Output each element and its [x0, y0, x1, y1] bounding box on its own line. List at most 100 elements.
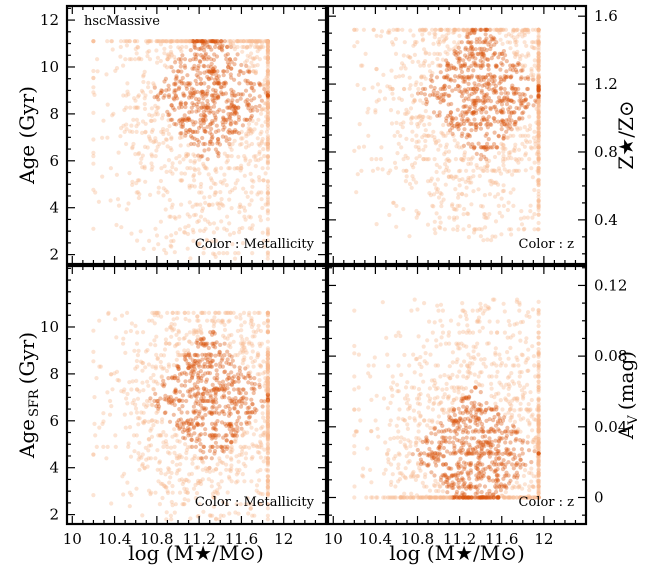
- scatter-point: [361, 144, 367, 149]
- scatter-point: [477, 74, 482, 79]
- scatter-point: [185, 428, 190, 433]
- scatter-point: [229, 87, 234, 92]
- scatter-point: [432, 473, 437, 478]
- scatter-point: [465, 363, 470, 368]
- scatter-point: [130, 379, 135, 384]
- scatter-point: [226, 474, 232, 479]
- scatter-point: [265, 39, 270, 44]
- scatter-point: [198, 59, 203, 64]
- scatter-point: [184, 456, 189, 461]
- scatter-point: [227, 128, 232, 133]
- scatter-point: [167, 39, 172, 44]
- scatter-point: [536, 27, 541, 32]
- scatter-point: [241, 358, 246, 363]
- scatter-point: [265, 407, 270, 412]
- scatter-point: [427, 93, 433, 98]
- scatter-point: [482, 92, 487, 97]
- scatter-point: [164, 485, 169, 490]
- scatter-point: [250, 39, 255, 44]
- scatter-point: [217, 411, 222, 416]
- scatter-point: [515, 127, 520, 132]
- scatter-point: [185, 118, 190, 123]
- scatter-point: [456, 195, 461, 200]
- scatter-point: [178, 39, 183, 44]
- scatter-point: [195, 391, 200, 396]
- scatter-point: [185, 231, 191, 237]
- scatter-point: [166, 52, 171, 57]
- scatter-point: [536, 166, 541, 172]
- scatter-point: [248, 171, 253, 176]
- scatter-point: [265, 141, 270, 147]
- scatter-point: [213, 319, 218, 324]
- scatter-point: [457, 145, 462, 150]
- scatter-point: [422, 418, 427, 423]
- scatter-point: [192, 184, 197, 189]
- scatter-point: [261, 459, 266, 464]
- scatter-point: [512, 148, 517, 154]
- scatter-point: [455, 122, 460, 127]
- scatter-point: [235, 372, 240, 377]
- scatter-point: [466, 133, 471, 138]
- scatter-point: [536, 481, 541, 486]
- scatter-point: [91, 75, 96, 80]
- scatter-point: [202, 70, 207, 75]
- scatter-point: [265, 490, 270, 495]
- scatter-point: [213, 88, 218, 93]
- scatter-point: [452, 49, 457, 54]
- scatter-point: [416, 86, 421, 92]
- scatter-point: [226, 129, 231, 134]
- scatter-point: [472, 101, 477, 106]
- scatter-point: [190, 129, 195, 134]
- scatter-point: [171, 317, 176, 322]
- scatter-point: [173, 82, 178, 87]
- scatter-point: [485, 163, 490, 168]
- scatter-point: [245, 39, 250, 44]
- scatter-point: [508, 124, 513, 129]
- scatter-point: [499, 110, 504, 115]
- scatter-point: [237, 467, 242, 473]
- scatter-point: [485, 141, 490, 146]
- scatter-point: [255, 444, 260, 449]
- scatter-point: [498, 356, 503, 361]
- scatter-point: [475, 495, 480, 500]
- scatter-point: [240, 44, 245, 50]
- scatter-point: [162, 366, 167, 371]
- scatter-point: [490, 78, 495, 84]
- scatter-point: [183, 379, 188, 384]
- scatter-point: [143, 179, 148, 184]
- scatter-point: [228, 456, 234, 461]
- scatter-point: [536, 84, 541, 90]
- scatter-point: [101, 419, 106, 424]
- scatter-point: [265, 155, 270, 160]
- scatter-point: [195, 379, 201, 385]
- scatter-point: [207, 469, 212, 474]
- scatter-point: [487, 454, 492, 459]
- scatter-point: [265, 463, 270, 468]
- scatter-point: [265, 231, 270, 236]
- scatter-point: [265, 356, 270, 361]
- scatter-point: [478, 454, 483, 459]
- scatter-point: [444, 58, 449, 63]
- scatter-point: [137, 151, 142, 156]
- scatter-point: [106, 311, 111, 316]
- scatter-point: [196, 46, 201, 52]
- scatter-point: [492, 104, 498, 109]
- scatter-point: [184, 154, 189, 159]
- scatter-point: [257, 39, 262, 44]
- scatter-point: [229, 106, 234, 111]
- scatter-point: [463, 45, 468, 50]
- scatter-point: [470, 429, 475, 434]
- scatter-point: [219, 47, 224, 52]
- scatter-point: [161, 378, 166, 383]
- scatter-point: [249, 141, 255, 147]
- scatter-point: [473, 56, 478, 61]
- scatter-point: [180, 119, 185, 124]
- scatter-point: [208, 109, 213, 114]
- scatter-point: [211, 66, 216, 72]
- scatter-point: [536, 27, 541, 32]
- scatter-point: [216, 202, 221, 207]
- scatter-point: [125, 401, 130, 406]
- scatter-point: [146, 488, 152, 493]
- scatter-point: [536, 134, 541, 139]
- scatter-point: [228, 122, 233, 127]
